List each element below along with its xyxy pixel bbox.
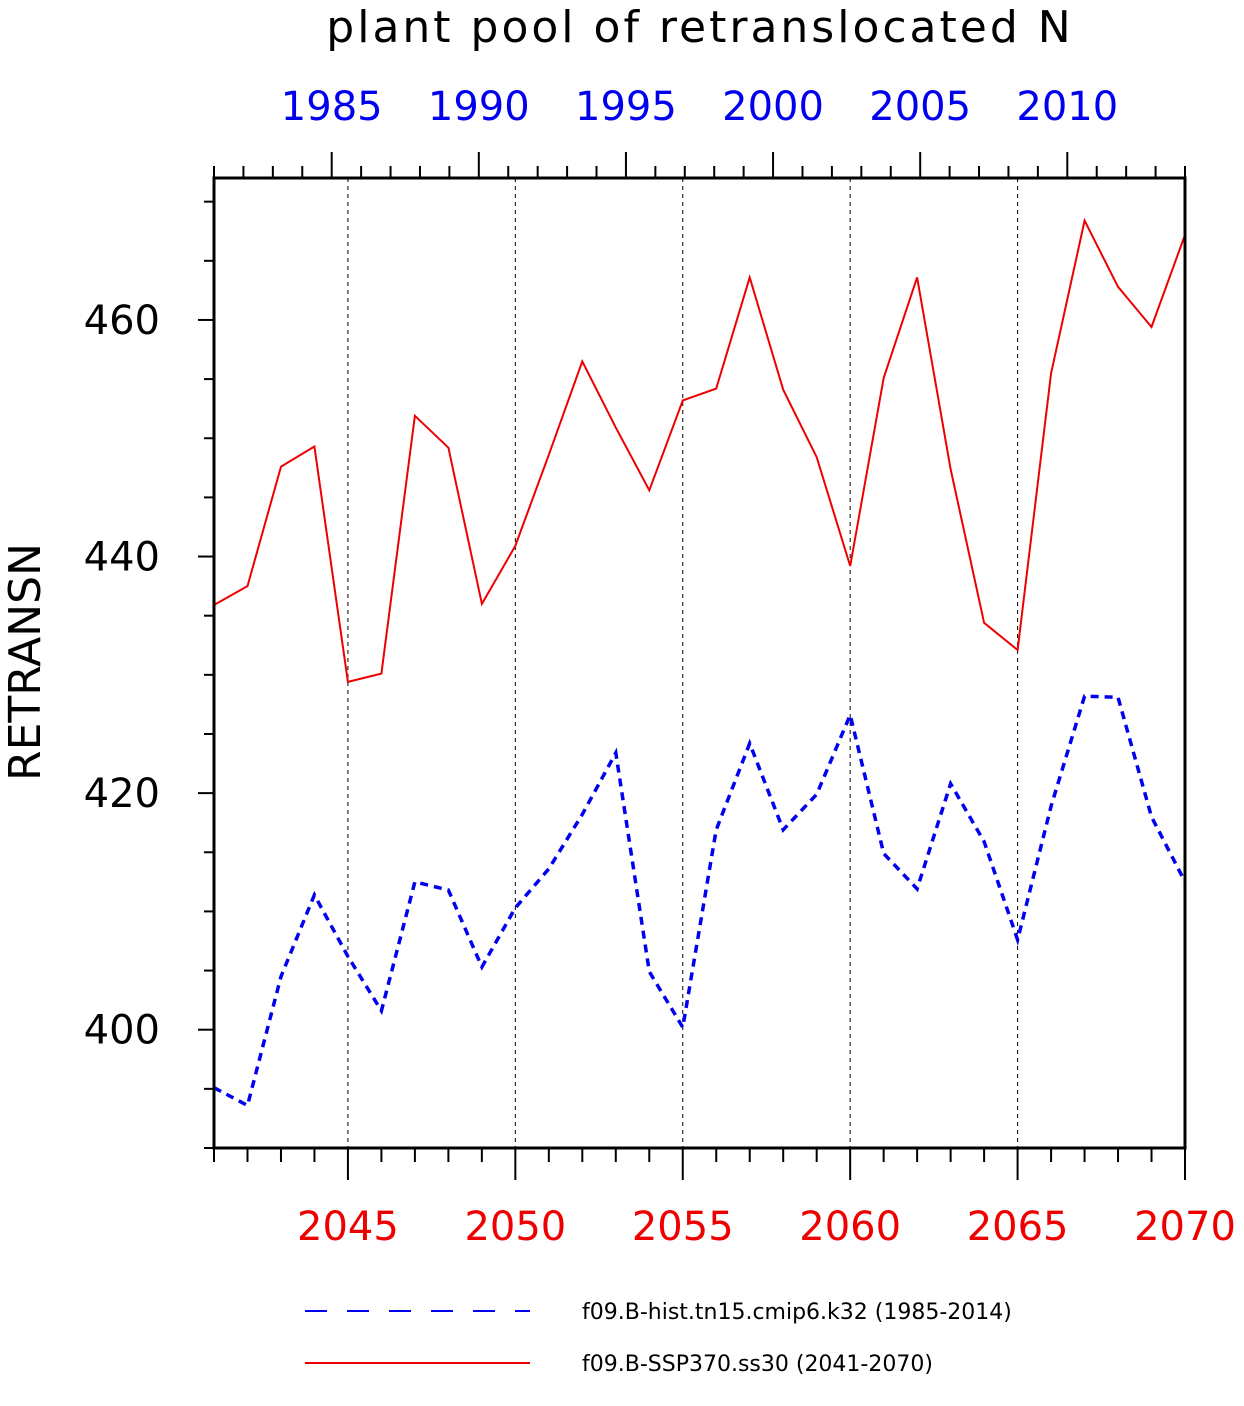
series-line-1 xyxy=(213,217,1186,684)
legend-label-hist: f09.B-hist.tn15.cmip6.k32 (1985-2014) xyxy=(582,1300,1012,1325)
bottom-tick-label: 2065 xyxy=(967,1204,1069,1250)
top-tick-label: 1990 xyxy=(428,84,530,130)
bottom-tick-label: 2050 xyxy=(464,1204,566,1250)
y-tick-label: 460 xyxy=(84,298,160,344)
y-axis-label: RETRANSN xyxy=(0,543,51,781)
plot-frame xyxy=(212,176,1187,1150)
top-tick-label: 1995 xyxy=(575,84,677,130)
series-layer xyxy=(213,217,1187,1108)
series-line-0 xyxy=(213,694,1187,1108)
bottom-tick-label: 2045 xyxy=(297,1204,399,1250)
legend: f09.B-hist.tn15.cmip6.k32 (1985-2014) f0… xyxy=(305,1300,1012,1377)
grid-lines xyxy=(347,178,1019,1148)
bottom-tick-label: 2055 xyxy=(632,1204,734,1250)
y-tick-label: 440 xyxy=(84,535,160,581)
legend-label-ssp370: f09.B-SSP370.ss30 (2041-2070) xyxy=(582,1352,933,1377)
top-tick-label: 2005 xyxy=(869,84,971,130)
top-tick-label: 1985 xyxy=(281,84,383,130)
top-tick-label: 2010 xyxy=(1016,84,1118,130)
chart-title: plant pool of retranslocated N xyxy=(326,2,1073,53)
y-tick-label: 420 xyxy=(84,771,160,817)
bottom-tick-label: 2070 xyxy=(1134,1204,1236,1250)
axes: 2045 2050 2055 2060 2065 2070 1985 1990 1995 2000… xyxy=(84,84,1236,1250)
top-tick-label: 2000 xyxy=(722,84,824,130)
y-tick-label: 400 xyxy=(84,1008,160,1054)
bottom-tick-label: 2060 xyxy=(799,1204,901,1250)
